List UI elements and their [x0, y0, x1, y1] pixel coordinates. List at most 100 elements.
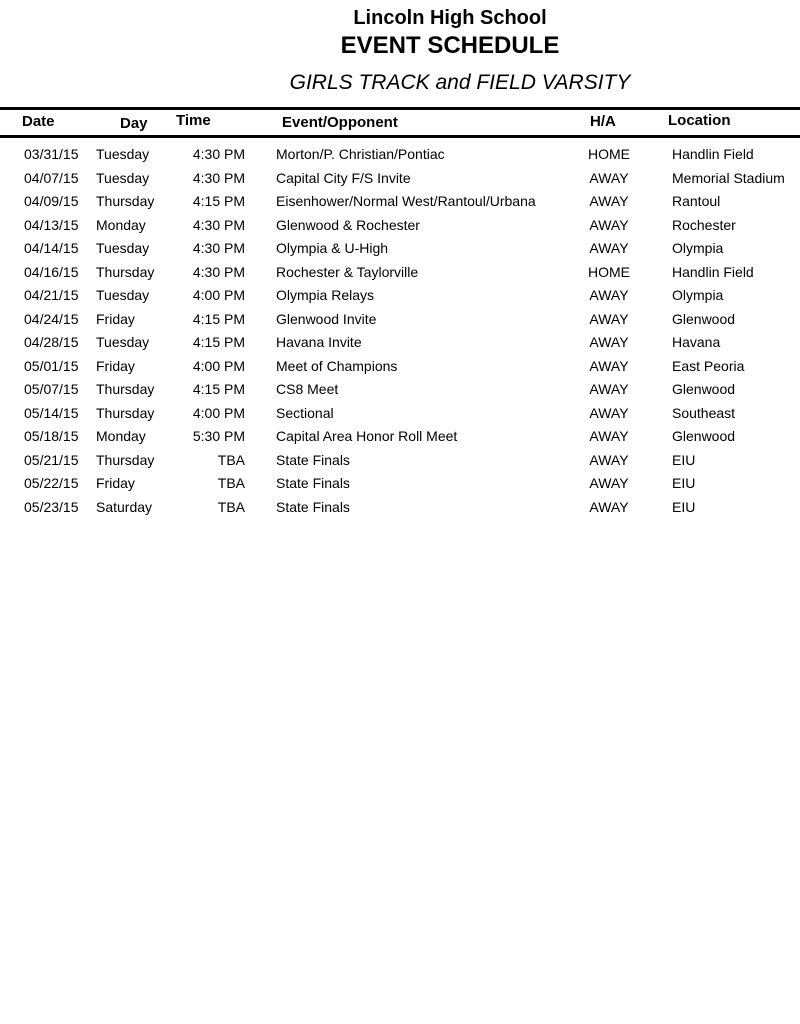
- cell-ha: AWAY: [589, 451, 629, 468]
- table-row: 04/21/15 Tuesday 4:00 PM Olympia Relays AWAY…: [0, 287, 800, 310]
- cell-event: Meet of Champions: [276, 357, 398, 374]
- cell-time: 4:00 PM: [192, 404, 245, 421]
- cell-time: 4:30 PM: [192, 216, 245, 233]
- cell-ha: AWAY: [589, 240, 629, 256]
- cell-day: Friday: [96, 310, 135, 327]
- cell-day: Tuesday: [96, 146, 150, 162]
- cell-location: Handlin Field: [672, 146, 754, 162]
- cell-date: 05/22/15: [24, 475, 79, 491]
- cell-day: Thursday: [96, 263, 155, 280]
- table-row: 05/23/15 Saturday TBA State Finals AWAY EIU: [0, 499, 800, 522]
- table-row: 04/07/15 Tuesday 4:30 PM Capital City F/S I…: [0, 170, 800, 193]
- cell-time: 4:15 PM: [192, 334, 245, 350]
- cell-event: CS8 Meet: [276, 381, 339, 397]
- cell-day: Friday: [96, 357, 135, 374]
- cell-event: Havana Invite: [276, 334, 362, 350]
- cell-ha: AWAY: [589, 498, 629, 515]
- cell-date: 04/09/15: [24, 193, 79, 209]
- cell-ha: AWAY: [589, 357, 629, 374]
- cell-ha: HOME: [588, 263, 630, 280]
- cell-ha: AWAY: [589, 287, 629, 303]
- cell-time: 4:15 PM: [192, 381, 245, 397]
- cell-date: 05/14/15: [24, 404, 79, 421]
- cell-location: Glenwood: [672, 310, 736, 327]
- table-row: 04/28/15 Tuesday 4:15 PM Havana Invite AWAY H…: [0, 334, 800, 357]
- table-row: 05/07/15 Thursday 4:15 PM CS8 Meet AWAY Glenw…: [0, 381, 800, 404]
- table-row: 05/18/15 Monday 5:30 PM Capital Area Honor …: [0, 428, 800, 451]
- cell-day: Tuesday: [96, 240, 150, 256]
- col-header-day: Day: [120, 115, 148, 132]
- table-row: 05/14/15 Thursday 4:00 PM Sectional AWAY Sout…: [0, 405, 800, 428]
- cell-location: Glenwood: [672, 428, 736, 444]
- col-header-date: Date: [22, 113, 55, 130]
- table-row: 04/14/15 Tuesday 4:30 PM Olympia & U-High AW…: [0, 240, 800, 263]
- cell-date: 05/21/15: [24, 451, 79, 468]
- cell-day: Monday: [96, 216, 146, 233]
- cell-location: EIU: [672, 498, 696, 515]
- header-top-rule: [0, 107, 800, 110]
- cell-event: Morton/P. Christian/Pontiac: [276, 146, 445, 162]
- col-header-time: Time: [176, 112, 211, 129]
- cell-location: Handlin Field: [672, 263, 754, 280]
- cell-day: Friday: [96, 475, 135, 491]
- cell-event: State Finals: [276, 475, 350, 491]
- cell-day: Tuesday: [96, 287, 150, 303]
- cell-day: Thursday: [96, 193, 155, 209]
- cell-day: Thursday: [96, 381, 155, 397]
- col-header-ha: H/A: [590, 113, 616, 130]
- cell-event: Rochester & Taylorville: [276, 263, 419, 280]
- cell-location: Rantoul: [672, 193, 721, 209]
- cell-date: 05/07/15: [24, 381, 79, 397]
- cell-ha: AWAY: [589, 310, 629, 327]
- cell-ha: AWAY: [589, 381, 629, 397]
- cell-date: 03/31/15: [24, 146, 79, 162]
- cell-location: Havana: [672, 334, 721, 350]
- cell-date: 05/01/15: [24, 357, 79, 374]
- cell-time: TBA: [217, 498, 245, 515]
- cell-location: Glenwood: [672, 381, 736, 397]
- cell-ha: AWAY: [589, 193, 629, 209]
- cell-location: East Peoria: [672, 357, 745, 374]
- cell-time: 4:30 PM: [192, 240, 245, 256]
- page-subtitle: GIRLS TRACK and FIELD VARSITY: [289, 71, 631, 94]
- col-header-location: Location: [668, 112, 731, 129]
- cell-time: 4:00 PM: [192, 287, 245, 303]
- cell-date: 04/24/15: [24, 310, 79, 327]
- col-header-event: Event/Opponent: [282, 114, 398, 131]
- cell-day: Monday: [96, 428, 146, 444]
- table-row: 04/16/15 Thursday 4:30 PM Rochester & Taylo…: [0, 264, 800, 287]
- cell-time: 4:00 PM: [192, 357, 245, 374]
- cell-location: EIU: [672, 475, 696, 491]
- cell-date: 04/16/15: [24, 263, 79, 280]
- cell-date: 05/18/15: [24, 428, 79, 444]
- cell-time: 4:30 PM: [192, 169, 245, 186]
- cell-date: 05/23/15: [24, 498, 79, 515]
- cell-event: Olympia Relays: [276, 287, 375, 303]
- table-row: 03/31/15 Tuesday 4:30 PM Morton/P. Christia…: [0, 146, 800, 169]
- cell-date: 04/13/15: [24, 216, 79, 233]
- cell-date: 04/21/15: [24, 287, 79, 303]
- table-row: 05/01/15 Friday 4:00 PM Meet of Champions AW…: [0, 358, 800, 381]
- cell-time: 4:15 PM: [192, 193, 245, 209]
- header-bottom-rule: [0, 135, 800, 138]
- cell-ha: AWAY: [589, 169, 629, 186]
- cell-date: 04/07/15: [24, 169, 79, 186]
- cell-day: Tuesday: [96, 169, 150, 186]
- cell-time: 4:15 PM: [192, 310, 245, 327]
- cell-date: 04/28/15: [24, 334, 79, 350]
- school-name: Lincoln High School: [353, 7, 547, 29]
- cell-location: Rochester: [672, 216, 736, 233]
- cell-time: 4:30 PM: [192, 263, 245, 280]
- cell-ha: HOME: [588, 146, 630, 162]
- cell-date: 04/14/15: [24, 240, 79, 256]
- cell-ha: AWAY: [589, 475, 629, 491]
- cell-location: Olympia: [672, 287, 724, 303]
- cell-day: Saturday: [96, 498, 153, 515]
- cell-event: Eisenhower/Normal West/Rantoul/Urbana: [276, 193, 536, 209]
- cell-day: Thursday: [96, 404, 155, 421]
- cell-location: Olympia: [672, 240, 724, 256]
- cell-event: Capital City F/S Invite: [276, 169, 411, 186]
- cell-ha: AWAY: [589, 334, 629, 350]
- cell-event: Capital Area Honor Roll Meet: [276, 428, 458, 444]
